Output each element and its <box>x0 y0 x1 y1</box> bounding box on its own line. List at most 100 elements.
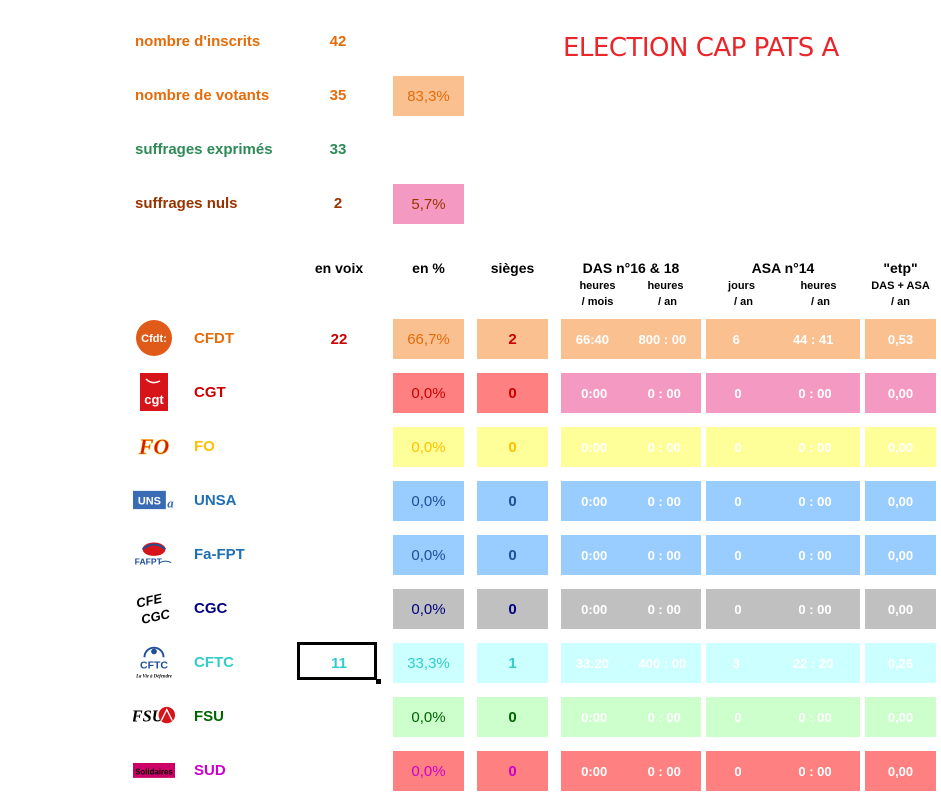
das-cell[interactable]: 0:00 0 : 00 <box>561 589 701 629</box>
seats-cell[interactable]: 0 <box>477 427 548 467</box>
asa-value: 0 : 00 <box>798 601 832 617</box>
asa-cell[interactable]: 0 0 : 00 <box>706 481 860 521</box>
asa-value: 6 <box>732 331 740 347</box>
etp-cell[interactable]: 0,00 <box>865 697 936 737</box>
asa-cell[interactable]: 6 44 : 41 <box>706 319 860 359</box>
asa-value: 0 : 00 <box>798 709 832 725</box>
seats-cell[interactable]: 0 <box>477 697 548 737</box>
seats-cell[interactable]: 1 <box>477 643 548 683</box>
etp-cell[interactable]: 0,53 <box>865 319 936 359</box>
seats-cell[interactable]: 2 <box>477 319 548 359</box>
das-value: 66:40 <box>575 331 609 347</box>
etp-cell[interactable]: 0,00 <box>865 427 936 467</box>
das-value: 0 : 00 <box>647 493 681 509</box>
seats-cell[interactable]: 0 <box>477 481 548 521</box>
das-value: 0 : 00 <box>647 439 681 455</box>
das-cell[interactable]: 0:00 0 : 00 <box>561 481 701 521</box>
percent-cell[interactable]: 0,0% <box>393 481 464 521</box>
asa-value: 0 <box>734 763 742 779</box>
asa-value: 0 : 00 <box>798 385 832 401</box>
das-cell[interactable]: 0:00 0 : 00 <box>561 751 701 791</box>
union-name: SUD <box>194 762 226 779</box>
stat-percent: 83,3% <box>393 76 464 116</box>
union-logo-icon: CFTC La Vie à Défendre <box>133 643 175 681</box>
seats-cell[interactable]: 0 <box>477 751 548 791</box>
das-cell[interactable]: 0:00 0 : 00 <box>561 427 701 467</box>
percent-cell[interactable]: 0,0% <box>393 751 464 791</box>
percent-cell[interactable]: 0,0% <box>393 535 464 575</box>
das-value: 0 : 00 <box>647 601 681 617</box>
etp-cell[interactable]: 0,00 <box>865 589 936 629</box>
union-logo-icon: UNS a <box>133 481 175 519</box>
svg-text:La Vie à Défendre: La Vie à Défendre <box>135 674 173 679</box>
union-logo-icon: Cfdt: <box>136 320 172 356</box>
stat-label: suffrages exprimés <box>135 141 273 158</box>
asa-cell[interactable]: 3 22 : 20 <box>706 643 860 683</box>
asa-value: 0 <box>734 547 742 563</box>
votes-cell[interactable] <box>299 481 379 521</box>
header-asa-jours-unit: / an <box>734 296 753 308</box>
selected-cell-outline[interactable] <box>297 642 377 680</box>
header-das-mois-unit: / mois <box>581 296 614 308</box>
etp-cell[interactable]: 0,00 <box>865 751 936 791</box>
votes-cell[interactable] <box>299 373 379 413</box>
stat-value: 2 <box>333 195 343 212</box>
percent-cell[interactable]: 66,7% <box>393 319 464 359</box>
das-value: 0 : 00 <box>647 709 681 725</box>
header-etp-unit: / an <box>891 296 910 308</box>
das-value: 0 : 00 <box>647 763 681 779</box>
etp-cell[interactable]: 0,00 <box>865 481 936 521</box>
seats-cell[interactable]: 0 <box>477 589 548 629</box>
header-en-voix: en voix <box>314 260 364 276</box>
header-asa-heures-unit: / an <box>811 296 830 308</box>
etp-cell[interactable]: 0,26 <box>865 643 936 683</box>
asa-cell[interactable]: 0 0 : 00 <box>706 535 860 575</box>
header-das-heures-mois: heures <box>579 280 616 292</box>
header-sieges: sièges <box>490 260 535 276</box>
asa-cell[interactable]: 0 0 : 00 <box>706 589 860 629</box>
etp-cell[interactable]: 0,00 <box>865 373 936 413</box>
asa-cell[interactable]: 0 0 : 00 <box>706 427 860 467</box>
das-value: 0:00 <box>581 439 608 455</box>
union-logo-icon: UNS a <box>133 490 174 510</box>
asa-value: 0 : 00 <box>798 439 832 455</box>
stat-label: suffrages nuls <box>135 195 238 212</box>
etp-cell[interactable]: 0,00 <box>865 535 936 575</box>
asa-value: 0 : 00 <box>798 763 832 779</box>
union-logo-icon: FAFPT <box>135 542 172 567</box>
union-logo-icon: cgt <box>133 373 175 411</box>
das-cell[interactable]: 0:00 0 : 00 <box>561 373 701 413</box>
das-cell[interactable]: 0:00 0 : 00 <box>561 697 701 737</box>
das-cell[interactable]: 0:00 0 : 00 <box>561 535 701 575</box>
fill-handle[interactable] <box>376 679 381 684</box>
percent-cell[interactable]: 0,0% <box>393 589 464 629</box>
svg-text:Cfdt:: Cfdt: <box>141 333 167 345</box>
percent-cell[interactable]: 0,0% <box>393 697 464 737</box>
votes-cell[interactable]: 22 <box>330 330 348 348</box>
percent-cell[interactable]: 0,0% <box>393 427 464 467</box>
asa-cell[interactable]: 0 0 : 00 <box>706 373 860 413</box>
seats-cell[interactable]: 0 <box>477 535 548 575</box>
union-name: CGT <box>194 384 226 401</box>
percent-cell[interactable]: 33,3% <box>393 643 464 683</box>
union-name: FO <box>194 438 215 455</box>
union-logo-icon: FO <box>137 434 169 458</box>
seats-cell[interactable]: 0 <box>477 373 548 413</box>
votes-cell[interactable] <box>299 697 379 737</box>
svg-text:a: a <box>167 496 174 510</box>
header-etp-sub: DAS + ASA <box>871 280 930 292</box>
das-cell[interactable]: 66:40 800 : 00 <box>561 319 701 359</box>
page-title: ELECTION CAP PATS A <box>563 33 839 63</box>
votes-cell[interactable] <box>299 427 379 467</box>
votes-cell[interactable]: 11 <box>331 654 347 672</box>
das-value: 0:00 <box>581 547 608 563</box>
votes-cell[interactable] <box>299 589 379 629</box>
asa-cell[interactable]: 0 0 : 00 <box>706 751 860 791</box>
votes-cell[interactable] <box>299 751 379 791</box>
das-cell[interactable]: 33:20 400 : 00 <box>561 643 701 683</box>
asa-cell[interactable]: 0 0 : 00 <box>706 697 860 737</box>
votes-cell[interactable] <box>299 535 379 575</box>
percent-cell[interactable]: 0,0% <box>393 373 464 413</box>
header-asa-jours: jours <box>728 280 755 292</box>
